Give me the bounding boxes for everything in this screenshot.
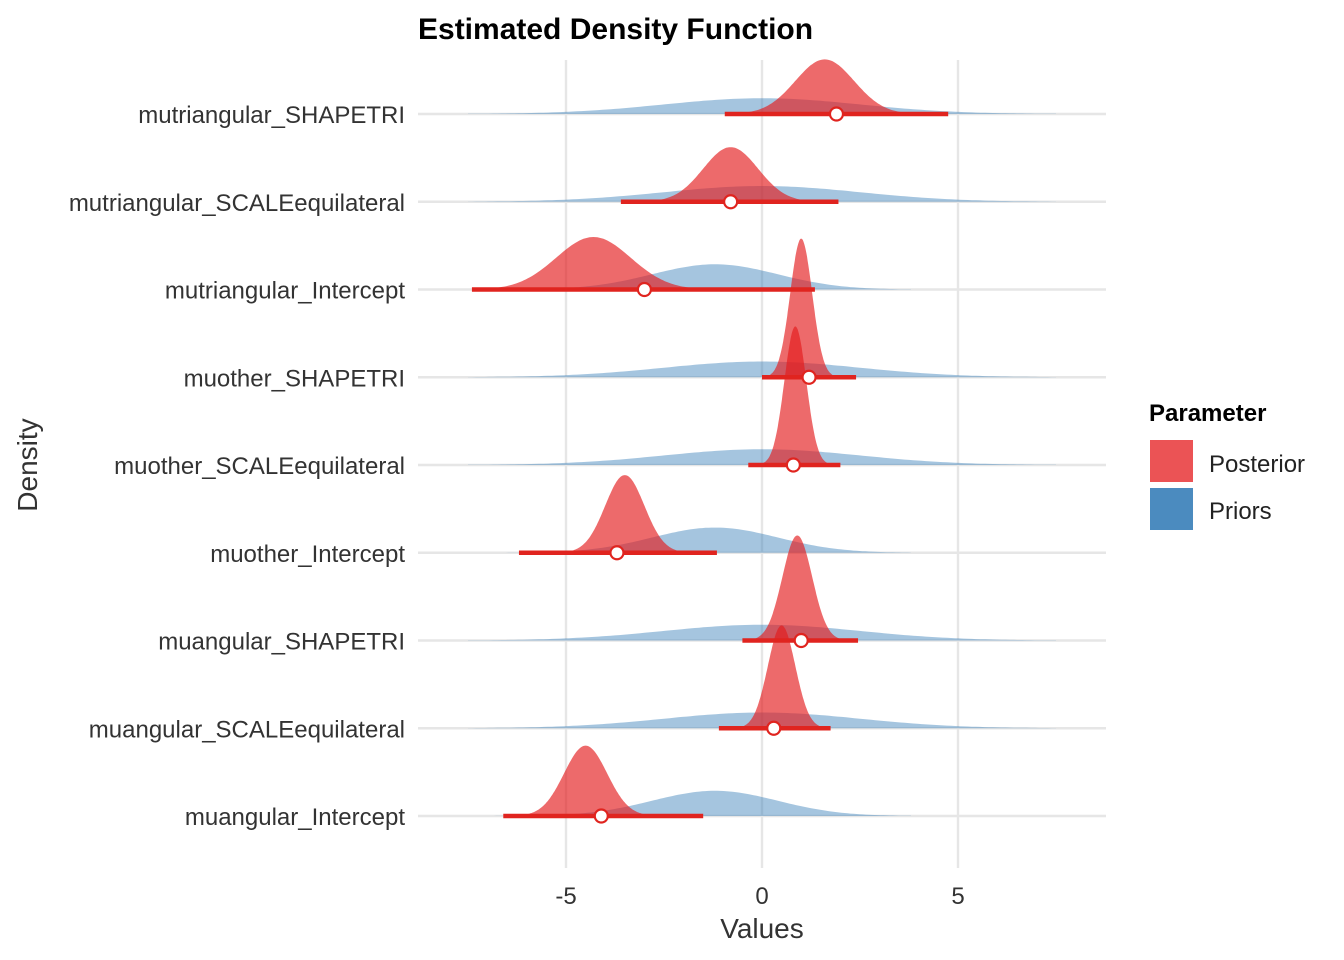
x-tick-label-5: 5 <box>951 883 964 910</box>
y-tick-label-muother-shapetri: muother_SHAPETRI <box>184 365 405 392</box>
legend-title: Parameter <box>1149 400 1266 427</box>
x-axis-title: Values <box>720 913 804 944</box>
y-tick-label-mutriangular-scaleequilateral: mutriangular_SCALEequilateral <box>69 190 405 217</box>
posterior-density-muangular-intercept <box>516 745 655 816</box>
posterior-density-muother-intercept <box>562 475 688 553</box>
y-tick-label-muangular-shapetri: muangular_SHAPETRI <box>158 629 405 656</box>
posterior-mean-point-muangular-shapetri <box>793 632 809 649</box>
posterior-mean-point-mutriangular-intercept <box>636 281 653 298</box>
y-tick-label-muangular-intercept: muangular_Intercept <box>185 804 405 831</box>
posterior-intervals <box>471 106 949 824</box>
legend: Parameter Posterior Priors <box>1149 400 1305 530</box>
y-axis-title: Density <box>12 418 43 511</box>
prior-density-muother-shapetri <box>468 361 1056 378</box>
posterior-mean-point-mutriangular-shapetri <box>828 106 845 122</box>
legend-key-priors <box>1150 488 1193 530</box>
posterior-density-muother-shapetri <box>766 238 837 378</box>
chart-title: Estimated Density Function <box>418 13 813 46</box>
y-tick-label-mutriangular-intercept: mutriangular_Intercept <box>165 278 405 305</box>
posterior-mean-point-muother-intercept <box>609 545 625 561</box>
x-tick-label-0: 0 <box>755 883 768 910</box>
posterior-density-mutriangular-shapetri <box>730 59 919 114</box>
posterior-density-muangular-shapetri <box>749 535 845 641</box>
legend-key-posterior <box>1150 440 1193 482</box>
y-tick-label-muangular-scaleequilateral: muangular_SCALEequilateral <box>89 716 405 743</box>
prior-density-muother-scaleequilateral <box>468 449 1056 465</box>
x-tick-labels: -5 0 5 <box>555 883 964 910</box>
prior-density-mutriangular-shapetri <box>468 98 1056 114</box>
posterior-density-mutriangular-intercept <box>474 237 713 290</box>
posterior-mean-point-muangular-intercept <box>593 808 609 824</box>
posterior-mean-point-muangular-scaleequilateral <box>766 720 782 736</box>
legend-label-priors: Priors <box>1209 498 1272 525</box>
posterior-densities <box>474 59 919 816</box>
posterior-mean-point-mutriangular-scaleequilateral <box>723 194 739 210</box>
posterior-mean-point-muother-shapetri <box>801 369 817 385</box>
x-tick-label--5: -5 <box>555 883 576 910</box>
prior-density-muangular-intercept <box>487 790 911 816</box>
posterior-density-muangular-scaleequilateral <box>737 625 826 729</box>
prior-density-muother-intercept <box>487 527 911 553</box>
posterior-density-muother-scaleequilateral <box>760 326 831 465</box>
y-tick-label-mutriangular-shapetri: mutriangular_SHAPETRI <box>138 102 405 129</box>
y-tick-label-muother-scaleequilateral: muother_SCALEequilateral <box>114 453 405 480</box>
prior-density-muangular-shapetri <box>468 624 1056 641</box>
y-tick-label-muother-intercept: muother_Intercept <box>210 541 405 568</box>
legend-label-posterior: Posterior <box>1209 451 1305 478</box>
posterior-density-mutriangular-scaleequilateral <box>642 147 819 202</box>
y-tick-labels: mutriangular_SHAPETRI mutriangular_SCALEe… <box>69 102 406 831</box>
posterior-mean-point-muother-scaleequilateral <box>785 457 801 473</box>
